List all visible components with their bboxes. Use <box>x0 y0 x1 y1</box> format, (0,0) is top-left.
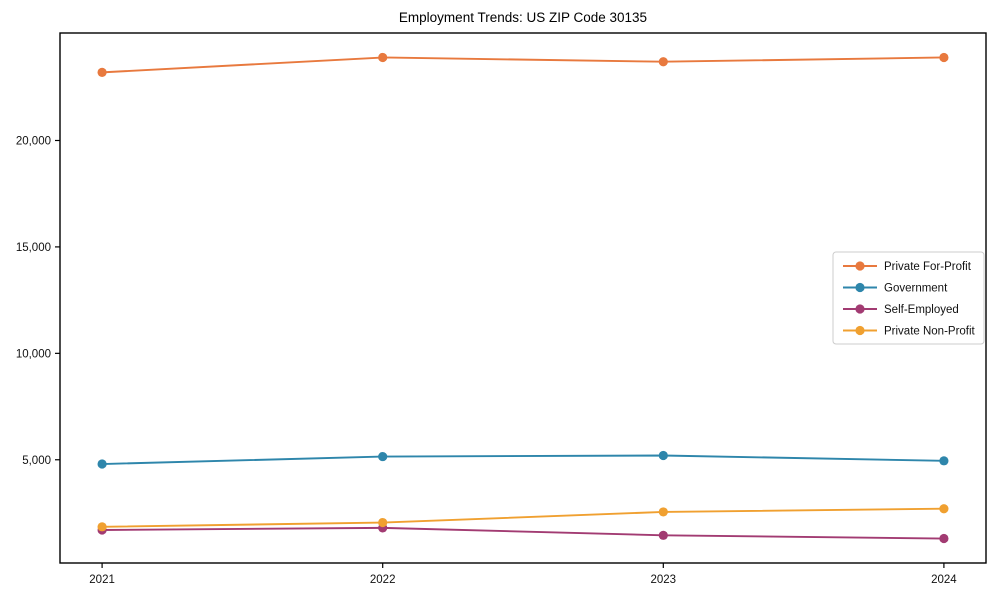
data-point-private-non-profit-2022 <box>378 517 388 528</box>
series-government <box>97 450 949 469</box>
legend-item-self-employed: Self-Employed <box>843 304 959 316</box>
data-point-private-non-profit-2021 <box>97 522 107 532</box>
legend-item-private-non-profit: Private Non-Profit <box>843 326 976 338</box>
x-tick-label: 2023 <box>651 574 677 586</box>
legend-marker-icon <box>855 304 865 314</box>
legend-marker-icon <box>855 325 865 336</box>
series-private-non-profit <box>97 504 949 532</box>
legend: Private For-Profit Government Self-Employe… <box>832 251 985 345</box>
y-tick-label: 15,000 <box>16 242 51 254</box>
legend-item-government: Government <box>843 283 948 295</box>
series-line-government <box>101 454 945 465</box>
legend-label: Government <box>884 283 948 295</box>
data-point-private-non-profit-2023 <box>658 507 668 517</box>
data-point-private-non-profit-2024 <box>939 504 949 514</box>
chart-title: Employment Trends: US ZIP Code 30135 <box>399 10 647 25</box>
x-axis: 2021 2022 2023 2024 <box>89 563 957 586</box>
y-tick-label: 10,000 <box>16 348 51 360</box>
data-point-government-2024 <box>939 456 949 466</box>
x-tick-label: 2021 <box>89 574 115 586</box>
legend-label: Private Non-Profit <box>884 326 976 338</box>
legend-marker-icon <box>855 282 865 293</box>
series-line-self-employed <box>101 526 945 540</box>
legend-marker-icon <box>855 261 865 271</box>
x-tick-label: 2022 <box>370 574 396 586</box>
legend-item-private-for-profit: Private For-Profit <box>843 261 972 273</box>
legend-label: Private For-Profit <box>884 261 972 273</box>
series-private-for-profit <box>97 52 949 77</box>
data-point-private-for-profit-2022 <box>378 52 388 63</box>
x-tick-label: 2024 <box>931 574 957 586</box>
y-axis: 5,000 10,000 15,000 20,000 <box>16 135 60 467</box>
series-line-private-for-profit <box>101 56 945 74</box>
data-point-government-2021 <box>97 459 107 469</box>
data-point-self-employed-2024 <box>939 533 949 544</box>
data-point-government-2023 <box>658 450 668 461</box>
y-tick-label: 5,000 <box>22 455 51 467</box>
data-point-private-for-profit-2024 <box>939 52 949 63</box>
series-line-private-non-profit <box>101 507 945 528</box>
plot-frame <box>59 32 987 564</box>
legend-label: Self-Employed <box>884 304 959 316</box>
data-point-private-for-profit-2021 <box>97 67 107 77</box>
data-point-government-2022 <box>378 451 388 462</box>
data-point-private-for-profit-2023 <box>658 57 668 67</box>
legend-box <box>832 251 985 345</box>
data-point-self-employed-2023 <box>658 530 668 540</box>
y-tick-label: 20,000 <box>16 135 51 147</box>
